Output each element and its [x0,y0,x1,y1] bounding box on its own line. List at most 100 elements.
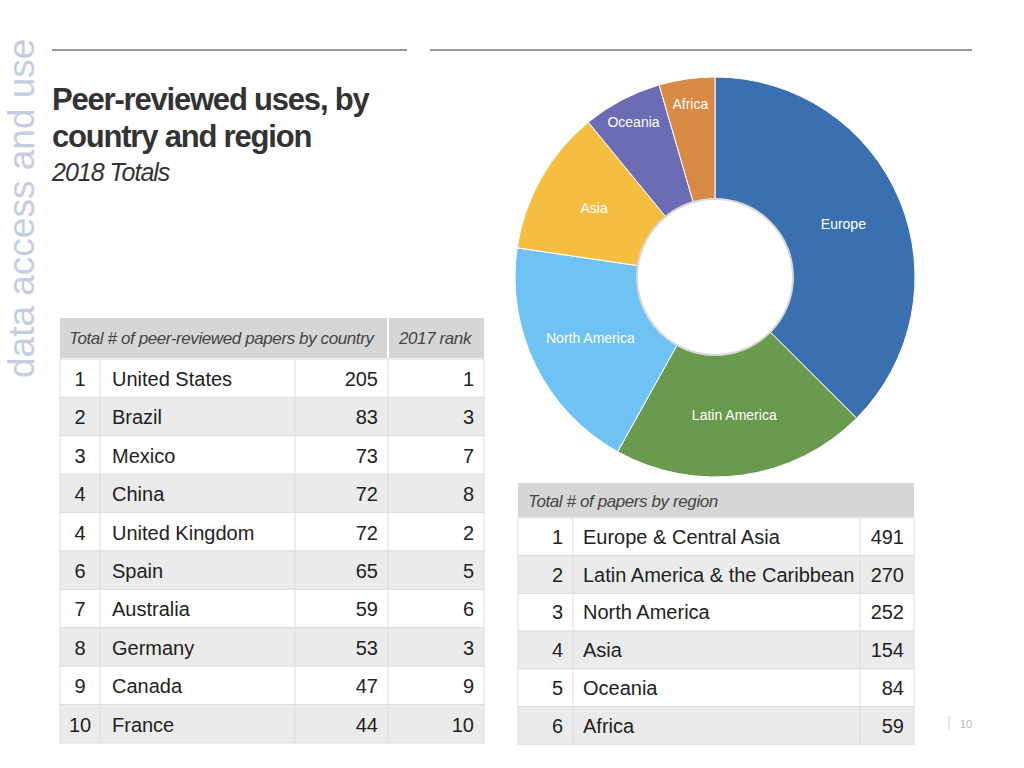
slice [659,77,715,202]
header-cell [518,483,914,517]
country: Brazil [112,406,162,428]
cell-border [100,436,101,474]
page: data access and usePeer-reviewed uses, b… [0,0,1024,768]
table-row [60,474,484,512]
title: country and region [52,119,311,154]
cell-border [573,669,574,707]
count: 73 [356,445,378,467]
rank: 6 [552,715,563,737]
rank-2017: 7 [463,445,474,467]
cell-border [388,359,389,397]
country: United Kingdom [112,522,254,544]
header-cell [60,318,388,358]
rank: 2 [552,564,563,586]
page-number: 10 [960,718,972,730]
count: 154 [871,639,904,661]
cell-border [100,397,101,435]
rank: 3 [552,601,563,623]
table-row [60,666,484,704]
cell-border [860,518,861,556]
cell-border [860,631,861,669]
cell-border [295,474,296,512]
cell-border [388,397,389,435]
region: North America [583,601,711,623]
count: 47 [356,675,378,697]
rank: 9 [74,675,85,697]
top-rule [430,49,972,50]
cell-border [100,666,101,704]
country: Canada [112,675,183,697]
table-row [60,589,484,627]
cell-border [388,666,389,704]
country: Australia [112,598,191,620]
table-row [60,513,484,551]
cell-border [388,513,389,551]
donut: EuropeLatin AmericaNorth AmericaAsiaOcea… [515,77,915,477]
rank: 1 [552,526,563,548]
region: Europe & Central Asia [583,526,781,548]
count: 59 [882,715,904,737]
table-row [518,556,914,594]
country: France [112,714,174,736]
region: Africa [583,715,635,737]
slice-labels: EuropeLatin AmericaNorth AmericaAsiaOcea… [546,96,866,423]
count: 83 [356,406,378,428]
header-text: 2017 rank [398,329,473,348]
cell-border [388,436,389,474]
title: Peer-reviewed uses, by [52,82,370,117]
rank: 8 [74,637,85,659]
region: Oceania [583,677,658,699]
rank-2017: 5 [463,560,474,582]
rank: 4 [74,483,85,505]
cell-border [388,474,389,512]
slice-label: Africa [672,96,708,112]
rank: 7 [74,598,85,620]
cell-border [100,359,101,397]
country-table: Total # of peer-reviewed papers by count… [60,318,484,743]
cell-border [295,628,296,666]
cell-border [860,556,861,594]
cell-border [295,397,296,435]
subtitle: 2018 Totals [51,158,170,186]
header-text: Total # of peer-reviewed papers by count… [69,329,375,348]
cell-border [388,551,389,589]
count: 491 [871,526,904,548]
rank-2017: 1 [463,368,474,390]
rank: 4 [552,639,563,661]
rank-2017: 10 [452,714,474,736]
slice-label: Asia [580,200,607,216]
cell-border [295,359,296,397]
rank-2017: 3 [463,406,474,428]
rank-2017: 6 [463,598,474,620]
count: 72 [356,522,378,544]
cell-border [573,556,574,594]
rank: 2 [74,406,85,428]
cell-border [860,669,861,707]
country: United States [112,368,232,390]
rank-2017: 9 [463,675,474,697]
count: 65 [356,560,378,582]
rank: 5 [552,677,563,699]
cell-border [100,474,101,512]
count: 59 [356,598,378,620]
cell-border [573,707,574,745]
table-row [518,707,914,745]
cell-border [573,631,574,669]
rank: 4 [74,522,85,544]
slice-label: North America [546,330,635,346]
count: 53 [356,637,378,659]
donut-hole [637,199,793,355]
cell-border [573,518,574,556]
count: 252 [871,601,904,623]
count: 44 [356,714,378,736]
table-row [518,518,914,556]
slices [515,77,915,477]
slice-label: Europe [821,216,866,232]
region: Latin America & the Caribbean [583,564,854,586]
cell-border [295,589,296,627]
table-row [60,705,484,743]
cell-border [388,628,389,666]
top-rule [52,49,407,50]
cell-border [860,593,861,631]
page-number-rule [949,716,950,730]
